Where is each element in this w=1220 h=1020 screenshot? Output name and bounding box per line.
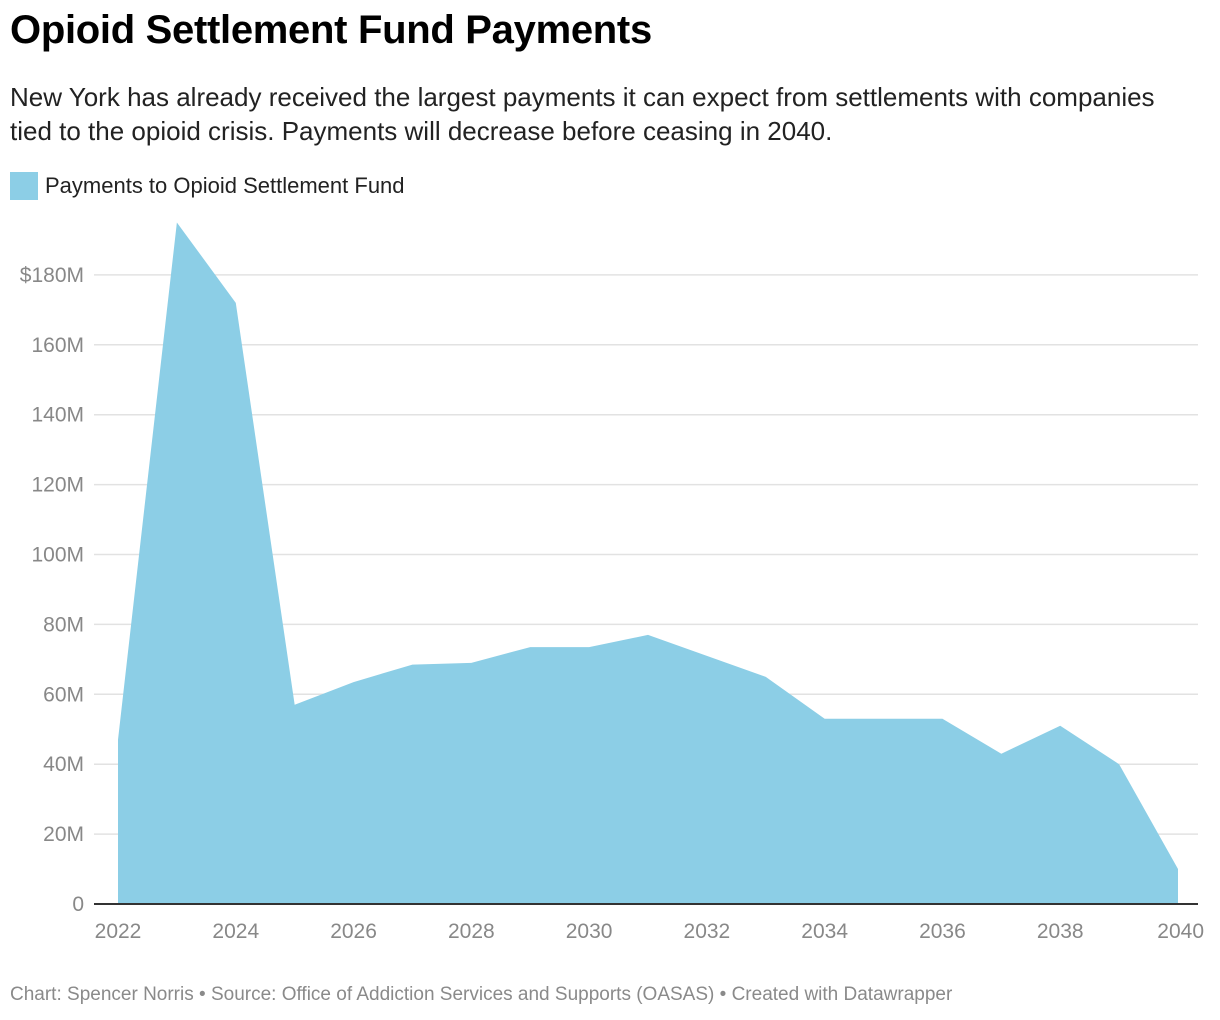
- footer-credit: Chart: Spencer Norris: [10, 984, 194, 1005]
- y-tick-label: 120M: [31, 474, 84, 497]
- footer-source: Source: Office of Addiction Services and…: [210, 984, 715, 1005]
- area-series-payments: [118, 222, 1178, 905]
- legend-label: Payments to Opioid Settlement Fund: [45, 173, 405, 198]
- x-tick-label: 2024: [212, 920, 259, 943]
- y-tick-label: 40M: [43, 753, 84, 776]
- y-tick-label: 0: [72, 893, 84, 916]
- y-tick-label: 100M: [31, 544, 84, 567]
- y-tick-label: 140M: [31, 404, 84, 427]
- footer-separator: •: [193, 984, 211, 1005]
- legend-swatch: [10, 172, 38, 200]
- x-tick-label: 2032: [684, 920, 731, 943]
- chart-title: Opioid Settlement Fund Payments: [10, 8, 652, 52]
- y-tick-label: $180M: [20, 264, 84, 287]
- plot-area: [94, 222, 1198, 905]
- x-tick-label: 2040: [1157, 920, 1204, 943]
- footer-separator: •: [714, 984, 732, 1005]
- x-axis-ticks: 2022 2024 2026 2028 2030 2032 2034 2036 2038 2040: [95, 920, 1204, 943]
- y-tick-label: 160M: [31, 334, 84, 357]
- chart-subtitle: New York has already received the larges…: [10, 82, 1155, 146]
- y-tick-label: 60M: [43, 683, 84, 706]
- chart-legend: Payments to Opioid Settlement Fund: [10, 171, 405, 201]
- x-tick-label: 2030: [566, 920, 613, 943]
- y-tick-label: 80M: [43, 613, 84, 636]
- x-tick-label: 2028: [448, 920, 495, 943]
- x-tick-label: 2038: [1037, 920, 1084, 943]
- x-tick-label: 2022: [95, 920, 142, 943]
- x-tick-label: 2026: [330, 920, 377, 943]
- y-tick-label: 20M: [43, 823, 84, 846]
- footer-tool: Created with Datawrapper: [731, 984, 953, 1005]
- chart-footer: Chart: Spencer Norris • Source: Office o…: [10, 984, 952, 1006]
- x-tick-label: 2034: [801, 920, 848, 943]
- x-tick-label: 2036: [919, 920, 966, 943]
- y-axis-ticks: 0 20M 40M 60M 80M 100M 120M 140M 160M $180M: [20, 264, 84, 916]
